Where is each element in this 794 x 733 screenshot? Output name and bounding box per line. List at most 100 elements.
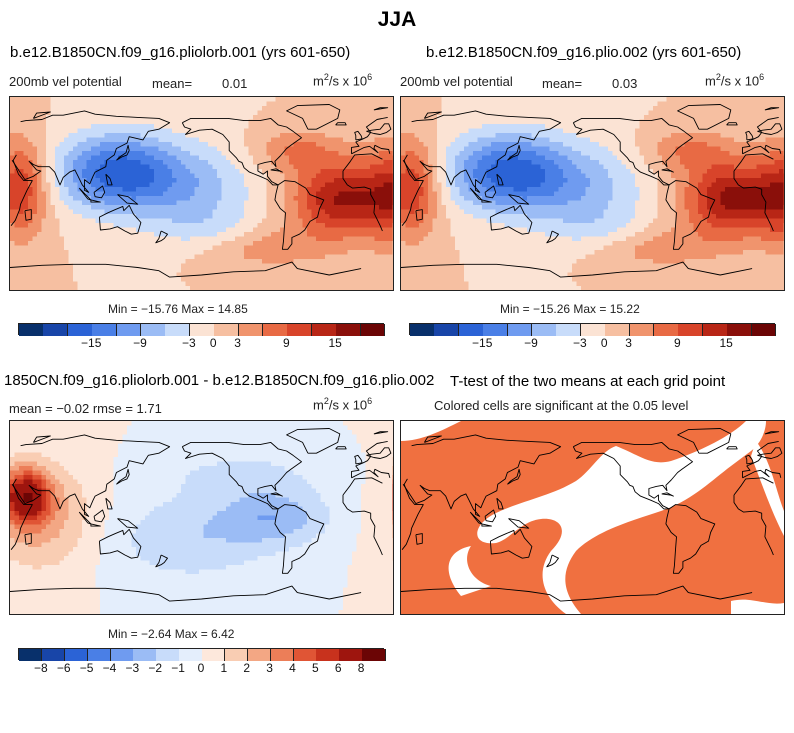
top-left-coast-africa: [10, 153, 383, 232]
bottom-right-title: T-test of the two means at each grid poi…: [450, 373, 726, 390]
bottom-right-subtitle: Colored cells are significant at the 0.0…: [434, 398, 689, 413]
top-left-minmax: Min = −15.76 Max = 14.85: [108, 302, 248, 316]
bottom-left-colorbar-tick-label: 1: [220, 661, 228, 675]
top-left-coast-indonesia1: [78, 187, 92, 201]
top-left-field-cells: [10, 97, 393, 290]
bottom-left-colorbar-swatch: [19, 649, 43, 661]
top-left-coast-namerica: [181, 117, 302, 186]
top-left-coast-scand: [366, 123, 392, 135]
bottom-left-colorbar-swatch: [110, 649, 134, 661]
bottom-left-colorbar-tick-label: −4: [102, 661, 117, 675]
top-left-colorbar-swatch: [116, 324, 142, 336]
bottom-right-coast-indonesia2: [481, 523, 492, 527]
top-right-colorbar-swatch: [580, 324, 606, 336]
bottom-left-colorbar-swatch: [362, 649, 386, 661]
top-left-colorbar-swatch: [214, 324, 240, 336]
bottom-left-coast-africa: [10, 477, 383, 556]
bottom-left-experiment-title: 1850CN.f09_g16.pliolorb.001 - b.e12.B185…: [4, 372, 435, 389]
bottom-left-colorbar-swatch: [224, 649, 249, 661]
bottom-left-colorbar-tick-label: −5: [79, 661, 94, 675]
top-right-colorbar-tick-label: −15: [472, 336, 493, 350]
top-left-coast-newguinea: [117, 194, 139, 205]
top-right-colorbar-tick-label: 9: [674, 336, 681, 350]
top-left-colorbar-tick-label: 0: [209, 336, 217, 350]
top-left-coast-greenland: [286, 104, 341, 130]
page-title: JJA: [377, 8, 417, 31]
top-left-coast-borneo: [93, 185, 106, 199]
top-right-field-label: 200mb vel potential: [400, 74, 513, 89]
top-left-coast-nzemb: [33, 111, 51, 119]
bottom-left-coast-indonesia1: [78, 511, 92, 525]
bottom-right-coast-nzemb: [424, 435, 442, 443]
top-left-mean-value: 0.01: [222, 76, 248, 91]
top-left-coast-samerica: [274, 180, 325, 250]
bottom-left-colorbar-swatch: [133, 649, 157, 661]
bottom-left-colorbar-tick-label: 5: [312, 661, 319, 675]
top-left-contour-plot: [10, 97, 393, 290]
bottom-left-coast-nzemb: [33, 435, 51, 443]
top-right-units: m2/s x 106: [705, 72, 765, 89]
top-left-colorbar-swatch: [19, 324, 44, 336]
top-left-coast-indonesia2: [90, 199, 101, 203]
bottom-right-significance-plot: [401, 421, 784, 614]
bottom-left-field-cells: [10, 421, 393, 614]
top-right-colorbar-tick-label: −3: [572, 336, 587, 350]
bottom-right-coast-europe: [403, 434, 782, 517]
top-right-colorbar-labels: −15 −9 −3 0 3 9 15: [409, 336, 775, 350]
bottom-left-contour-plot: [10, 421, 393, 614]
bottom-right-coast-nz: [546, 554, 559, 568]
top-right-colorbar-swatch: [556, 324, 582, 336]
top-left-colorbar-swatch: [238, 324, 264, 336]
top-right-coast-uk: [745, 130, 754, 141]
top-right-colorbar-swatch: [751, 324, 777, 336]
bottom-left-coast-svalbard: [373, 431, 389, 435]
top-left-colorbar-swatch: [189, 324, 215, 336]
top-left-colorbar: [18, 323, 386, 336]
bottom-right-coast-philippines: [496, 497, 504, 510]
bottom-left-coast-indonesia2: [90, 523, 101, 527]
bottom-left-coastlines: [10, 428, 392, 602]
bottom-right-coast-africa: [401, 477, 774, 556]
top-left-colorbar-tick-label: 3: [234, 336, 241, 350]
bottom-left-colorbar-tick-label: −8: [34, 661, 48, 675]
bottom-left-colorbar-tick-label: 4: [289, 661, 296, 675]
bottom-left-coast-scand: [366, 447, 392, 459]
top-left-coast-japan: [116, 144, 130, 161]
top-right-colorbar-tick-label: 3: [625, 336, 632, 350]
bottom-left-minmax: Min = −2.64 Max = 6.42: [108, 627, 235, 641]
top-right-coast-newguinea: [508, 194, 530, 205]
bottom-left-coast-greenland: [286, 428, 341, 454]
top-right-colorbar-tick-label: −9: [524, 336, 538, 350]
bottom-right-coast-svalbard: [764, 431, 780, 435]
top-right-field-cells: [401, 97, 784, 290]
top-right-colorbar-swatch: [434, 324, 460, 336]
top-right-contour-plot: [401, 97, 784, 290]
bottom-left-coast-australia: [98, 528, 142, 559]
top-right-coast-europe: [403, 110, 782, 193]
top-right-colorbar-swatch: [410, 324, 435, 336]
bottom-right-coast-australia: [489, 528, 533, 559]
top-left-experiment-title: b.e12.B1850CN.f09_g16.pliolorb.001 (yrs …: [10, 44, 351, 61]
bottom-right-coast-greenland: [677, 428, 732, 454]
bottom-right-coast-newguinea: [508, 518, 530, 529]
bottom-right-coast-namerica: [572, 441, 693, 510]
bottom-left-coast-europe: [12, 434, 391, 517]
bottom-left-coast-uk: [354, 454, 363, 465]
top-left-colorbar-labels: −15 −9 −3 0 3 9 15: [18, 336, 384, 350]
bottom-right-coast-antarctica: [401, 585, 753, 602]
bottom-left-colorbar-swatch: [202, 649, 226, 661]
top-left-coastlines: [10, 104, 392, 278]
bottom-left-colorbar-swatch: [247, 649, 272, 661]
top-right-coast-nz: [546, 230, 559, 244]
top-left-colorbar-swatch: [43, 324, 69, 336]
top-left-colorbar-swatch: [336, 324, 362, 336]
top-right-colorbar-swatch: [532, 324, 557, 336]
top-left-colorbar-tick-label: −9: [133, 336, 147, 350]
bottom-left-colorbar-swatch: [293, 649, 317, 661]
bottom-right-coast-cuba: [661, 492, 674, 497]
top-left-colorbar-tick-label: 15: [328, 336, 342, 350]
top-left-coast-uk: [354, 130, 363, 141]
top-left-coast-nz: [155, 230, 168, 244]
bottom-right-coast-scand: [757, 447, 783, 459]
bottom-left-colorbar-swatch: [156, 649, 180, 661]
